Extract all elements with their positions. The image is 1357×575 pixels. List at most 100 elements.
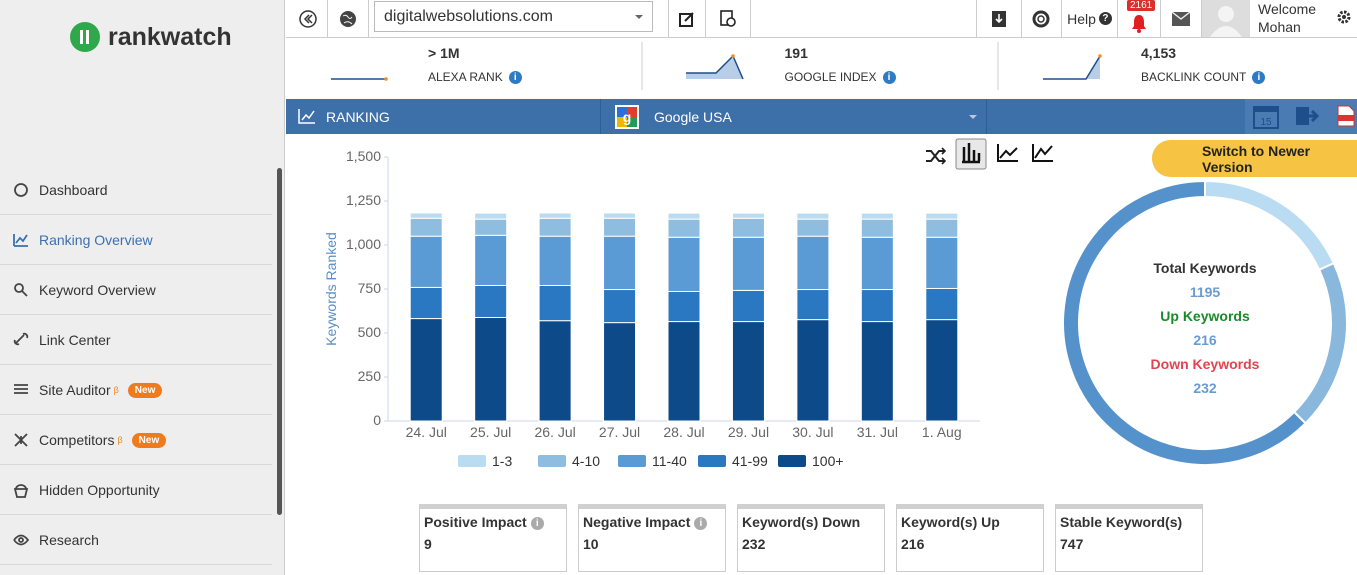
- metric-label: BACKLINK COUNT i: [1141, 70, 1266, 85]
- x-tick-label: 30. Jul: [792, 424, 833, 440]
- center-value: 232: [1193, 380, 1217, 396]
- legend-swatch[interactable]: [698, 455, 726, 467]
- help-text: Help: [1067, 10, 1096, 27]
- info-icon[interactable]: i: [1252, 71, 1266, 85]
- y-tick-label: 1,250: [346, 192, 381, 208]
- user-name: Mohan: [1258, 19, 1301, 35]
- engine-select[interactable]: g Google USA: [600, 99, 987, 134]
- info-icon[interactable]: i: [508, 71, 522, 85]
- menu-icon: [13, 484, 29, 498]
- line-chart-button[interactable]: [997, 144, 1018, 162]
- y-tick-label: 1,500: [346, 148, 381, 164]
- legend-label: 41-99: [732, 453, 768, 469]
- metric-label-text: BACKLINK COUNT: [1141, 70, 1247, 84]
- menu-item[interactable]: Hidden Opportunity: [0, 466, 272, 515]
- domain-select[interactable]: digitalwebsolutions.com: [374, 1, 653, 32]
- chart-toolbar: [926, 138, 1053, 170]
- card-title: Keyword(s) Up: [901, 514, 1039, 530]
- pdf-button[interactable]: [1337, 105, 1355, 127]
- menu-icon: [14, 384, 28, 394]
- bar-segment: [796, 212, 830, 220]
- icon-shape: [14, 283, 28, 297]
- card-title: Positive Impact i: [424, 514, 562, 530]
- metric-label: GOOGLE INDEX i: [785, 70, 896, 85]
- bar-segment: [925, 212, 959, 220]
- menu-item[interactable]: Ranking Overview: [0, 216, 272, 265]
- center-label: Up Keywords: [1160, 308, 1250, 324]
- menu-icon: [14, 183, 28, 197]
- card-value: 216: [901, 536, 925, 552]
- menu-item[interactable]: Research: [0, 516, 272, 565]
- legend-swatch[interactable]: [458, 455, 486, 467]
- back-button[interactable]: [289, 0, 328, 37]
- menu-label: Keyword Overview: [39, 282, 156, 298]
- mail-button[interactable]: [1161, 0, 1202, 37]
- info-icon[interactable]: i: [882, 71, 896, 85]
- bar-segment: [667, 321, 701, 422]
- notifications-button[interactable]: 2161: [1118, 0, 1161, 37]
- menu-label: Ranking Overview: [39, 232, 153, 248]
- switch-text: Switch to Newer Version: [1202, 142, 1311, 175]
- menu-label: Site Auditor: [39, 382, 111, 398]
- bar-segment: [796, 289, 830, 321]
- domain: digitalwebsolutions.com: [384, 7, 553, 25]
- bar-segment: [409, 235, 443, 288]
- info-icon[interactable]: i: [530, 516, 544, 530]
- bar-chart-button[interactable]: [955, 138, 987, 170]
- menu-item[interactable]: Site Auditor β New: [0, 366, 272, 415]
- switch-version-button[interactable]: Switch to Newer Version: [1152, 140, 1357, 177]
- legend-swatch[interactable]: [538, 455, 566, 467]
- menu-item[interactable]: Dashboard: [0, 166, 272, 215]
- sparklines: [331, 42, 1102, 90]
- menu-item[interactable]: Competitors β New: [0, 416, 272, 465]
- download-button[interactable]: [976, 0, 1022, 37]
- dropdown-arrow: [969, 115, 977, 123]
- icon-shape: [13, 234, 28, 247]
- bar-segment: [603, 217, 637, 237]
- dropdown-arrow: [635, 15, 643, 23]
- menu-label: Hidden Opportunity: [39, 482, 160, 498]
- x-tick-label: 24. Jul: [406, 424, 447, 440]
- legend-swatch[interactable]: [618, 455, 646, 467]
- metrics-row: > 1M ALEXA RANK i 191 GOOGLE INDEX i 4,153 BACK…: [286, 38, 1357, 99]
- support-button[interactable]: [1021, 0, 1062, 37]
- x-tick-label: 27. Jul: [599, 424, 640, 440]
- legend-swatch[interactable]: [778, 455, 806, 467]
- menu-label: Link Center: [39, 332, 111, 348]
- globe-button[interactable]: [328, 0, 369, 37]
- bar-segment: [731, 321, 765, 422]
- info-icon[interactable]: i: [694, 516, 708, 530]
- calendar-button[interactable]: 15: [1253, 104, 1279, 129]
- menu-label: Dashboard: [39, 182, 108, 198]
- menu-item[interactable]: Keyword Overview: [0, 266, 272, 315]
- metric-label: ALEXA RANK i: [428, 70, 522, 85]
- bar-segment: [538, 212, 572, 219]
- shuffle-button[interactable]: [926, 147, 947, 165]
- menu-item[interactable]: Link Center: [0, 316, 272, 365]
- bar-segment: [925, 218, 959, 238]
- legend-label: 11-40: [652, 453, 687, 469]
- bar-segment: [667, 236, 701, 292]
- bar-segment: [603, 322, 637, 422]
- bar-segment: [667, 290, 701, 323]
- export-button[interactable]: [1295, 105, 1319, 127]
- ranking-icon: [298, 109, 315, 124]
- logo[interactable]: rankwatch: [70, 22, 232, 52]
- card-title-text: Negative Impact: [583, 514, 691, 530]
- edit-button[interactable]: [668, 0, 706, 37]
- settings-button[interactable]: [1336, 9, 1352, 30]
- bar-segment: [538, 235, 572, 286]
- rank-actions: 15: [1245, 99, 1357, 134]
- avatar[interactable]: [1202, 0, 1250, 37]
- area-chart-button[interactable]: [1032, 144, 1053, 162]
- card-value: 232: [742, 536, 766, 552]
- menu-icon: [14, 433, 28, 447]
- report-button[interactable]: [705, 0, 751, 37]
- card-value: 10: [583, 536, 599, 552]
- help-button[interactable]: Help?: [1062, 0, 1118, 37]
- y-tick-label: 1,000: [346, 236, 381, 252]
- scrollbar[interactable]: [277, 168, 282, 515]
- y-axis-title: Keywords Ranked: [323, 232, 339, 346]
- x-tick-label: 28. Jul: [663, 424, 704, 440]
